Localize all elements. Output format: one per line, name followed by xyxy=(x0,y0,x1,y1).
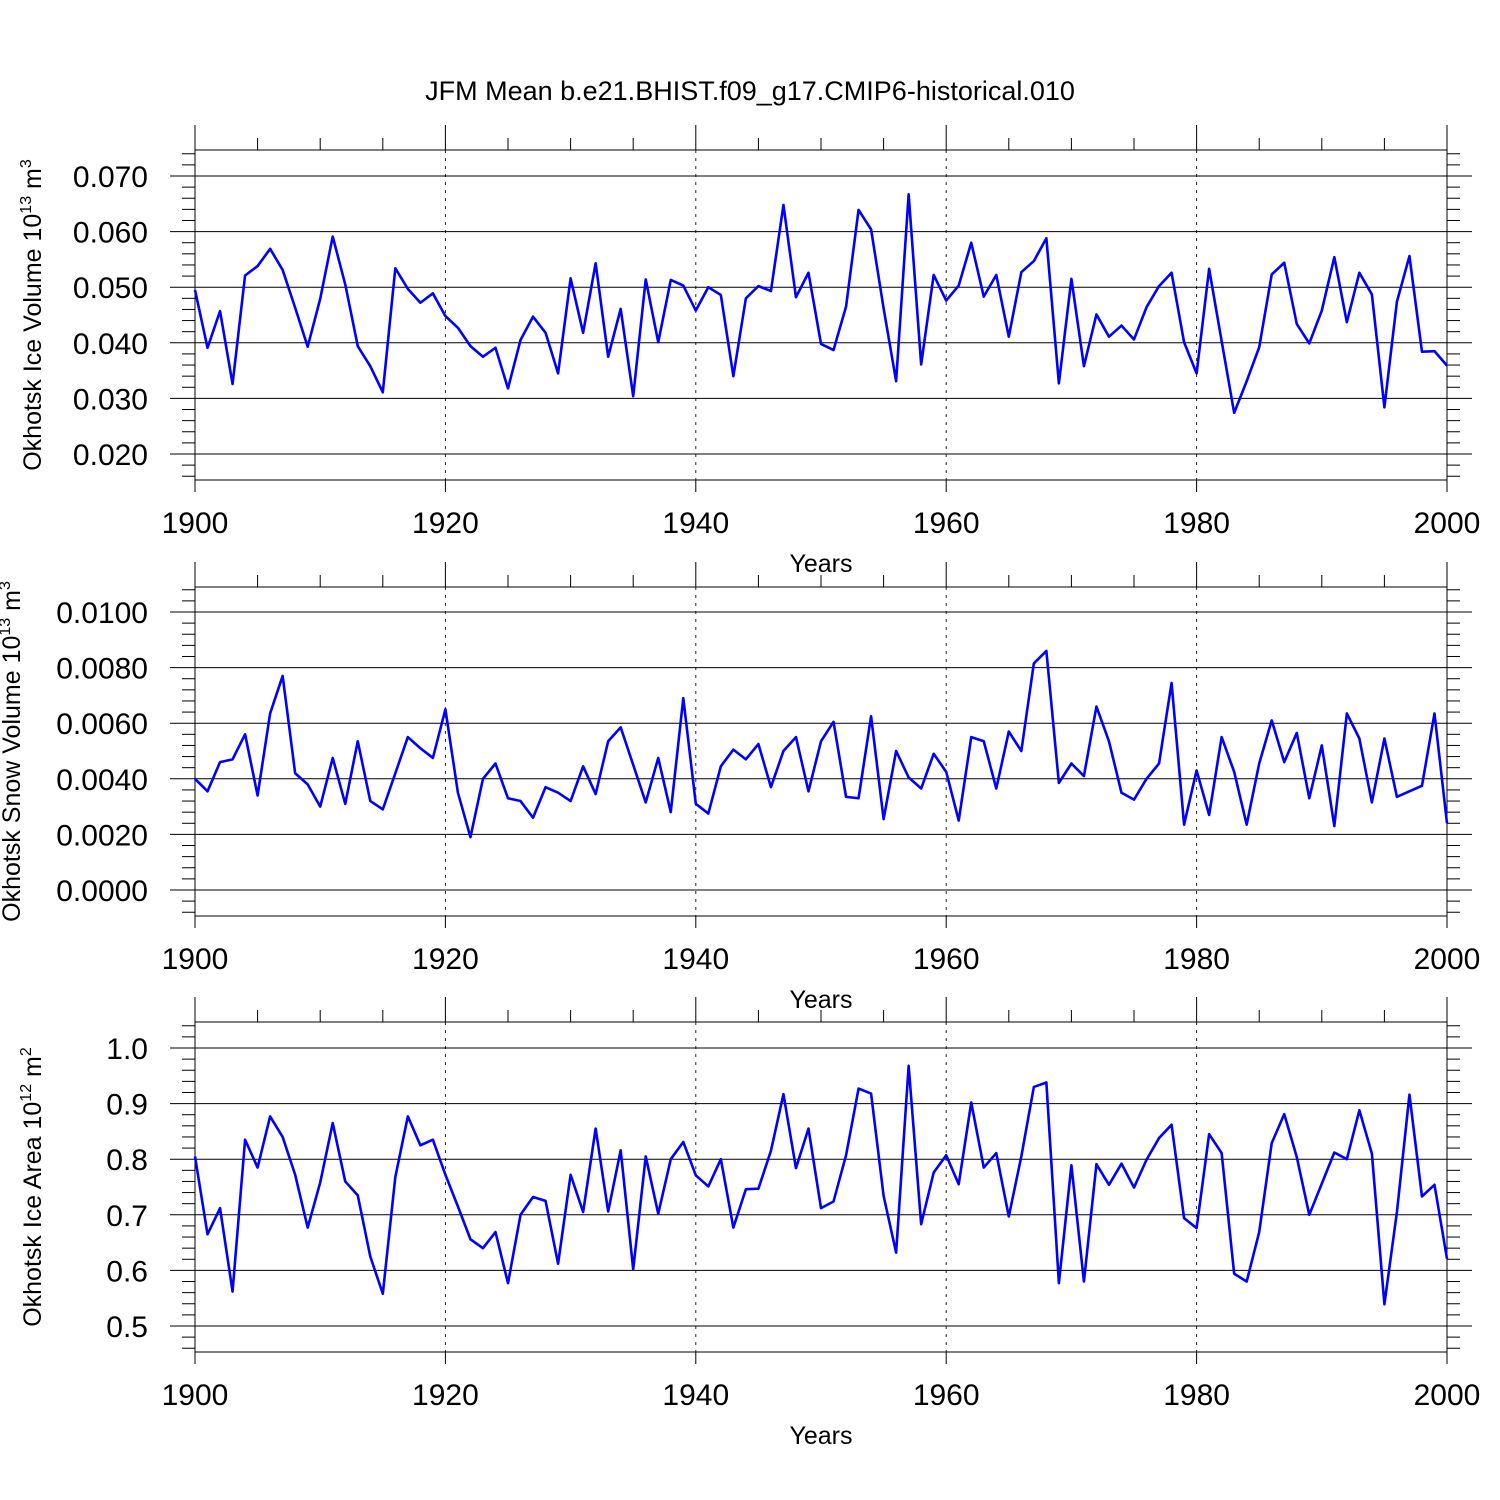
y-tick-label: 0.020 xyxy=(73,439,148,472)
x-tick-label: 2000 xyxy=(1414,1379,1481,1412)
x-tick-label: 1980 xyxy=(1163,1379,1230,1412)
x-tick-label: 2000 xyxy=(1414,943,1481,976)
x-tick-label: 1920 xyxy=(412,507,479,540)
y-tick-label: 0.5 xyxy=(106,1311,148,1344)
y-axis-label: Okhotsk Snow Volume 1013 m3 xyxy=(0,581,26,922)
y-label-unit: m xyxy=(19,1056,47,1084)
x-tick-label: 2000 xyxy=(1414,507,1481,540)
y-tick-label: 0.050 xyxy=(73,272,148,305)
x-tick-label: 1960 xyxy=(913,507,980,540)
y-label-exponent: 12 xyxy=(18,1084,35,1102)
x-axis-label: Years xyxy=(789,1422,852,1450)
y-tick-label: 0.070 xyxy=(73,161,148,194)
x-tick-label: 1940 xyxy=(662,943,729,976)
figure-title: JFM Mean b.e21.BHIST.f09_g17.CMIP6-histo… xyxy=(425,76,1075,106)
x-tick-label: 1940 xyxy=(662,507,729,540)
y-tick-label: 0.0040 xyxy=(56,764,148,797)
plot-frame xyxy=(194,586,1448,917)
x-tick-label: 1900 xyxy=(162,1379,229,1412)
x-tick-label: 1900 xyxy=(162,943,229,976)
y-label-unit-exponent: 2 xyxy=(18,1047,35,1056)
y-tick-label: 0.030 xyxy=(73,383,148,416)
chart-panel-3: 0.5 0.6 0.7 0.8 0.9 1.0 1900 1920 1940 1960 1980 20… xyxy=(18,997,1480,1450)
y-tick-label: 0.0000 xyxy=(56,875,148,908)
y-tick-label: 0.8 xyxy=(106,1144,148,1177)
series-line-ice-area xyxy=(193,1064,1449,1306)
x-tick-label: 1920 xyxy=(412,943,479,976)
y-tick-label: 0.0020 xyxy=(56,819,148,852)
x-tick-label: 1920 xyxy=(412,1379,479,1412)
y-tick-label: 0.0060 xyxy=(56,708,148,741)
y-tick-label: 0.0100 xyxy=(56,597,148,630)
panels: 0.020 0.030 0.040 0.050 0.060 0.070 1900 1920 19… xyxy=(0,125,1480,1450)
y-tick-label: 0.040 xyxy=(73,328,148,361)
y-label-exponent: 13 xyxy=(0,618,14,636)
y-label-text: Okhotsk Ice Area 10 xyxy=(19,1102,47,1327)
x-axis-label: Years xyxy=(789,986,852,1014)
x-tick-label: 1940 xyxy=(662,1379,729,1412)
x-tick-label: 1980 xyxy=(1163,507,1230,540)
y-label-text: Okhotsk Snow Volume 10 xyxy=(0,636,26,922)
y-axis-label: Okhotsk Ice Area 1012 m2 xyxy=(18,1047,47,1327)
plot-frame xyxy=(194,149,1448,481)
y-axis-label: Okhotsk Ice Volume 1013 m3 xyxy=(18,159,47,471)
y-label-unit-exponent: 3 xyxy=(18,159,35,168)
x-tick-label: 1960 xyxy=(913,1379,980,1412)
series-line-snow-volume xyxy=(194,649,1449,839)
series-line-ice-volume xyxy=(193,193,1448,415)
y-label-unit: m xyxy=(0,590,26,618)
plot-frame xyxy=(194,1021,1448,1353)
y-tick-label: 1.0 xyxy=(106,1033,148,1066)
x-axis-label: Years xyxy=(789,550,852,578)
y-tick-label: 0.7 xyxy=(106,1200,148,1233)
x-tick-label: 1900 xyxy=(162,507,229,540)
y-label-text: Okhotsk Ice Volume 10 xyxy=(19,214,47,471)
y-tick-label: 0.6 xyxy=(106,1255,148,1288)
chart-panel-2: 0.0000 0.0020 0.0040 0.0060 0.0080 0.0100 1900… xyxy=(0,562,1480,1014)
y-label-unit: m xyxy=(19,168,47,196)
x-tick-label: 1980 xyxy=(1163,943,1230,976)
y-tick-label: 0.0080 xyxy=(56,653,148,686)
y-label-exponent: 13 xyxy=(18,196,35,214)
x-tick-label: 1960 xyxy=(913,943,980,976)
y-label-unit-exponent: 3 xyxy=(0,581,14,590)
y-tick-label: 0.9 xyxy=(106,1089,148,1122)
chart-panel-1: 0.020 0.030 0.040 0.050 0.060 0.070 1900 1920 19… xyxy=(18,125,1480,578)
y-tick-label: 0.060 xyxy=(73,217,148,250)
